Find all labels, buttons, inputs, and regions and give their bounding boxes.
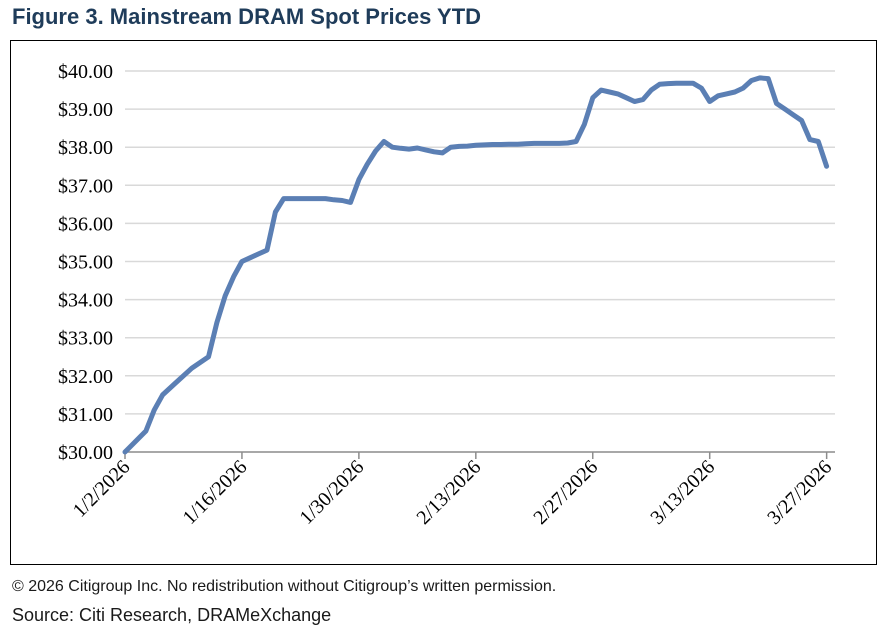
y-tick-label: $30.00 [58,442,113,464]
y-tick-label: $39.00 [58,99,113,121]
x-tick-label: 3/27/2026 [763,456,836,529]
copyright-note: © 2026 Citigroup Inc. No redistribution … [12,578,557,595]
line-chart: $30.00 $31.00 $32.00 $33.00 $34.00 $35.00 $36.… [58,61,836,529]
y-tick-label: $38.00 [58,137,113,159]
figure-title: Figure 3. Mainstream DRAM Spot Prices YT… [12,4,482,29]
source-note: Source: Citi Research, DRAMeXchange [12,605,332,625]
chart-frame: $30.00 $31.00 $32.00 $33.00 $34.00 $35.00 $36.… [10,40,877,565]
y-tick-label: $36.00 [58,213,113,235]
x-tick-label: 2/13/2026 [412,456,485,529]
y-tick-label: $40.00 [58,61,113,83]
y-tick-label: $32.00 [58,366,113,388]
x-tick-label: 3/13/2026 [646,456,719,529]
x-tick-label: 1/2/2026 [69,456,135,522]
x-tick-label: 1/30/2026 [295,456,368,529]
series-line [122,75,830,455]
y-tick-label: $33.00 [58,328,113,350]
y-tick-label: $37.00 [58,175,113,197]
y-tick-label: $31.00 [58,404,113,426]
y-tick-label: $35.00 [58,252,113,274]
y-tick-label: $34.00 [58,290,113,312]
x-tick-label: 2/27/2026 [529,456,602,529]
x-tick-label: 1/16/2026 [179,456,252,529]
